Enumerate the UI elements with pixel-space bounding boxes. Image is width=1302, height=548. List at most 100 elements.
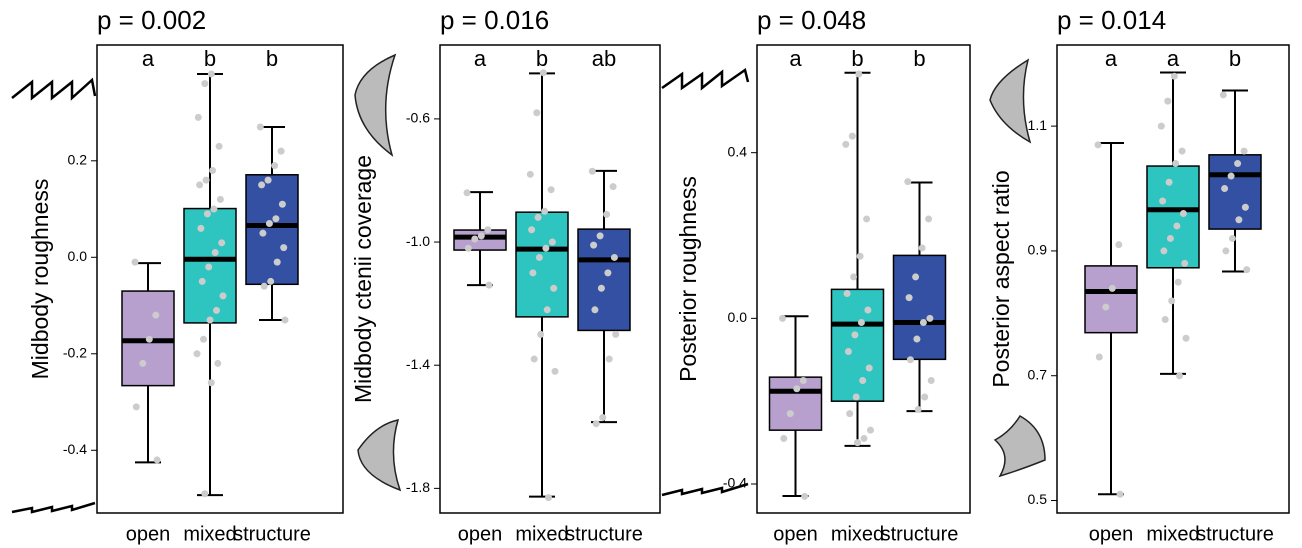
data-point <box>526 170 534 178</box>
data-point <box>264 176 272 184</box>
data-point <box>207 379 215 387</box>
data-point <box>542 244 550 252</box>
data-point <box>927 376 935 384</box>
data-point <box>277 147 285 155</box>
plot-frame <box>1056 44 1290 514</box>
data-point <box>537 330 545 338</box>
plot-frame <box>96 44 344 514</box>
x-tick-label: open <box>458 523 503 545</box>
x-tick-label: structure <box>233 523 311 545</box>
data-point <box>1095 353 1103 361</box>
data-point <box>846 410 854 418</box>
data-point <box>1173 222 1181 230</box>
data-point <box>216 195 224 203</box>
data-point <box>904 178 912 186</box>
group-letter: b <box>536 46 548 71</box>
data-point <box>1243 266 1251 274</box>
data-point <box>528 226 536 234</box>
data-point <box>603 210 611 218</box>
panel-title: p = 0.048 <box>757 5 866 35</box>
data-point <box>1222 247 1230 255</box>
data-point <box>139 359 147 367</box>
data-point <box>1116 490 1124 498</box>
data-point <box>551 367 559 375</box>
data-point <box>210 205 218 213</box>
data-point <box>596 232 604 240</box>
data-point <box>201 490 209 498</box>
data-point <box>842 140 850 148</box>
data-point <box>543 306 551 314</box>
data-point <box>533 109 541 117</box>
data-point <box>865 364 873 372</box>
data-point <box>612 330 620 338</box>
icon-shape <box>993 414 1046 478</box>
data-point <box>1240 147 1248 155</box>
data-point <box>477 232 485 240</box>
group-letter: a <box>789 46 802 71</box>
data-point <box>278 200 286 208</box>
y-tick-label: -0.2 <box>63 344 87 360</box>
data-point <box>843 289 851 297</box>
data-point <box>1159 197 1167 205</box>
y-tick-label: 1.1 <box>1028 117 1048 133</box>
data-point <box>780 434 788 442</box>
icon-fan <box>354 53 397 157</box>
x-tick-label: structure <box>565 523 643 545</box>
data-point <box>921 393 929 401</box>
data-point <box>463 189 471 197</box>
panel-title: p = 0.014 <box>1057 5 1166 35</box>
data-point <box>801 492 809 500</box>
data-point <box>919 318 927 326</box>
data-point <box>201 80 209 88</box>
data-point <box>260 282 268 290</box>
data-point <box>131 258 139 266</box>
data-point <box>609 183 617 191</box>
data-point <box>1176 372 1183 380</box>
group-letter: b <box>204 46 216 71</box>
data-point <box>545 494 552 502</box>
icon-fan <box>357 419 402 492</box>
data-point <box>1094 141 1102 149</box>
x-tick-label: open <box>773 523 818 545</box>
data-point <box>1181 259 1189 267</box>
plot-frame <box>439 44 661 514</box>
data-point <box>854 439 861 447</box>
data-point <box>925 215 933 223</box>
data-point <box>1102 303 1110 311</box>
data-point <box>914 405 922 413</box>
data-point <box>471 235 479 243</box>
y-tick-label: -0.6 <box>406 110 430 126</box>
data-point <box>534 213 542 221</box>
data-point <box>779 314 786 322</box>
data-point <box>132 403 140 411</box>
data-point <box>799 376 807 384</box>
panel-title: p = 0.016 <box>440 5 549 35</box>
y-tick-label: 0.2 <box>68 151 88 167</box>
icon-shape <box>989 58 1032 144</box>
data-point <box>1161 316 1169 324</box>
group-letter: ab <box>592 46 616 71</box>
data-point <box>198 277 206 285</box>
x-tick-label: mixed <box>1146 523 1199 545</box>
group-letter: b <box>266 46 278 71</box>
data-point <box>548 238 556 246</box>
data-point <box>272 215 280 223</box>
x-tick-label: mixed <box>183 523 236 545</box>
data-point <box>913 335 921 343</box>
box <box>1084 265 1138 334</box>
data-point <box>1219 91 1227 99</box>
data-point <box>200 335 207 343</box>
plot-frame <box>756 44 971 514</box>
data-point <box>1165 178 1173 186</box>
y-tick-label: 0.5 <box>1028 491 1048 507</box>
y-axis-label: Midbody ctenii coverage <box>350 155 376 403</box>
y-tick-label: 0.0 <box>728 309 748 325</box>
data-point <box>1160 247 1168 255</box>
data-point <box>1166 234 1174 242</box>
data-point <box>599 414 607 422</box>
box <box>515 211 569 318</box>
data-point <box>850 273 858 281</box>
data-point <box>267 277 275 285</box>
data-point <box>550 284 558 292</box>
y-tick-label: -1.8 <box>406 479 430 495</box>
